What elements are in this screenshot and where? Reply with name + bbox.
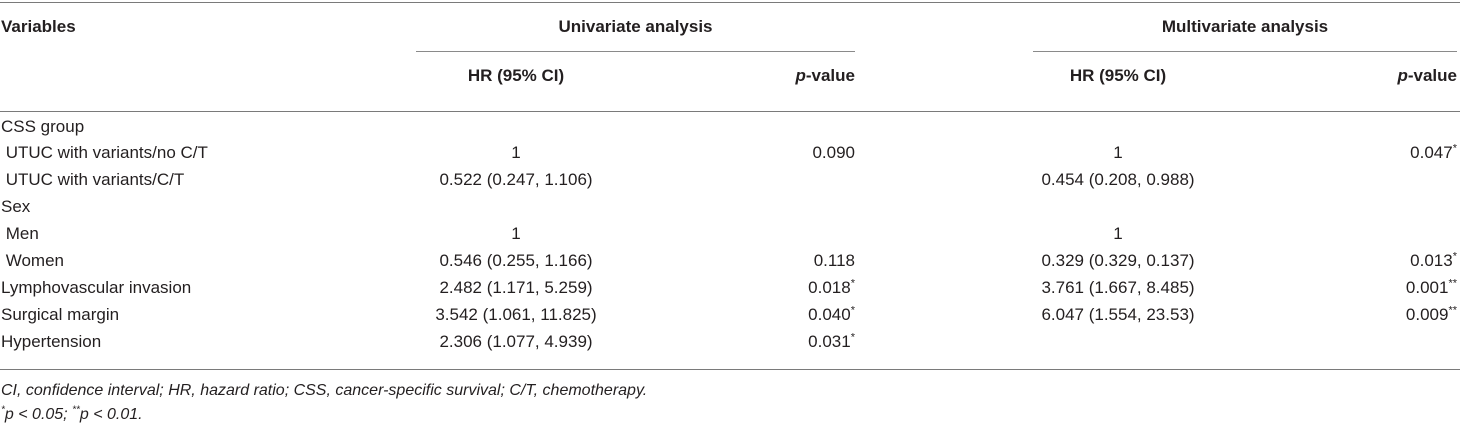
mul-hr-value: 0.329 (0.329, 0.137): [1041, 251, 1195, 270]
row-label: Hypertension: [1, 332, 102, 351]
mul-p-value: 0.009**: [1405, 304, 1457, 324]
p-italic: p: [1397, 66, 1408, 85]
header-uni-pvalue: p-value: [744, 66, 855, 86]
mul-p-value: 0.001**: [1405, 277, 1457, 297]
row-label: Lymphovascular invasion: [1, 278, 192, 297]
multivariate-underline: [1033, 51, 1457, 52]
mul-hr-value: 1: [1113, 143, 1123, 162]
header-mul-pvalue: p-value: [1344, 66, 1457, 86]
uni-p-value: 0.018*: [808, 277, 855, 297]
row-label: Women: [1, 251, 64, 270]
row-label: UTUC with variants/no C/T: [1, 143, 208, 162]
uni-hr-value: 0.522 (0.247, 1.106): [439, 170, 593, 189]
footnote-abbreviations: CI, confidence interval; HR, hazard rati…: [1, 382, 648, 399]
uni-hr-value: 0.546 (0.255, 1.166): [439, 251, 593, 270]
table-top-rule: [0, 2, 1460, 3]
row-label: Men: [1, 224, 39, 243]
mul-hr-value: 0.454 (0.208, 0.988): [1041, 170, 1195, 189]
row-label: Sex: [1, 197, 31, 216]
row-label: Surgical margin: [1, 305, 120, 324]
uni-p-value: 0.090: [812, 143, 855, 162]
uni-hr-value: 1: [511, 143, 521, 162]
row-label: UTUC with variants/C/T: [1, 170, 185, 189]
uni-p-value: 0.040*: [808, 304, 855, 324]
header-multivariate: Multivariate analysis: [1161, 17, 1329, 36]
p-suffix: -value: [805, 66, 855, 85]
uni-hr-value: 2.306 (1.077, 4.939): [439, 332, 593, 351]
header-univariate: Univariate analysis: [558, 17, 713, 36]
table-bottom-rule: [0, 369, 1460, 370]
uni-hr-value: 2.482 (1.171, 5.259): [439, 278, 593, 297]
header-variables: Variables: [1, 17, 76, 36]
mul-hr-value: 6.047 (1.554, 23.53): [1041, 305, 1195, 324]
univariate-underline: [416, 51, 855, 52]
header-bottom-rule: [0, 111, 1460, 112]
row-label: CSS group: [1, 117, 85, 136]
uni-hr-value: 1: [511, 224, 521, 243]
mul-hr-value: 3.761 (1.667, 8.485): [1041, 278, 1195, 297]
p-italic: p: [795, 66, 806, 85]
footnote-significance: *p < 0.05; **p < 0.01.: [1, 404, 143, 423]
uni-hr-value: 3.542 (1.061, 11.825): [435, 305, 597, 324]
uni-p-value: 0.031*: [808, 331, 855, 351]
header-uni-hr: HR (95% CI): [467, 66, 565, 85]
mul-hr-value: 1: [1113, 224, 1123, 243]
mul-p-value: 0.047*: [1410, 142, 1457, 162]
header-mul-hr: HR (95% CI): [1069, 66, 1167, 85]
uni-p-value: 0.118: [813, 251, 855, 270]
mul-p-value: 0.013*: [1410, 250, 1457, 270]
p-suffix: -value: [1407, 66, 1457, 85]
